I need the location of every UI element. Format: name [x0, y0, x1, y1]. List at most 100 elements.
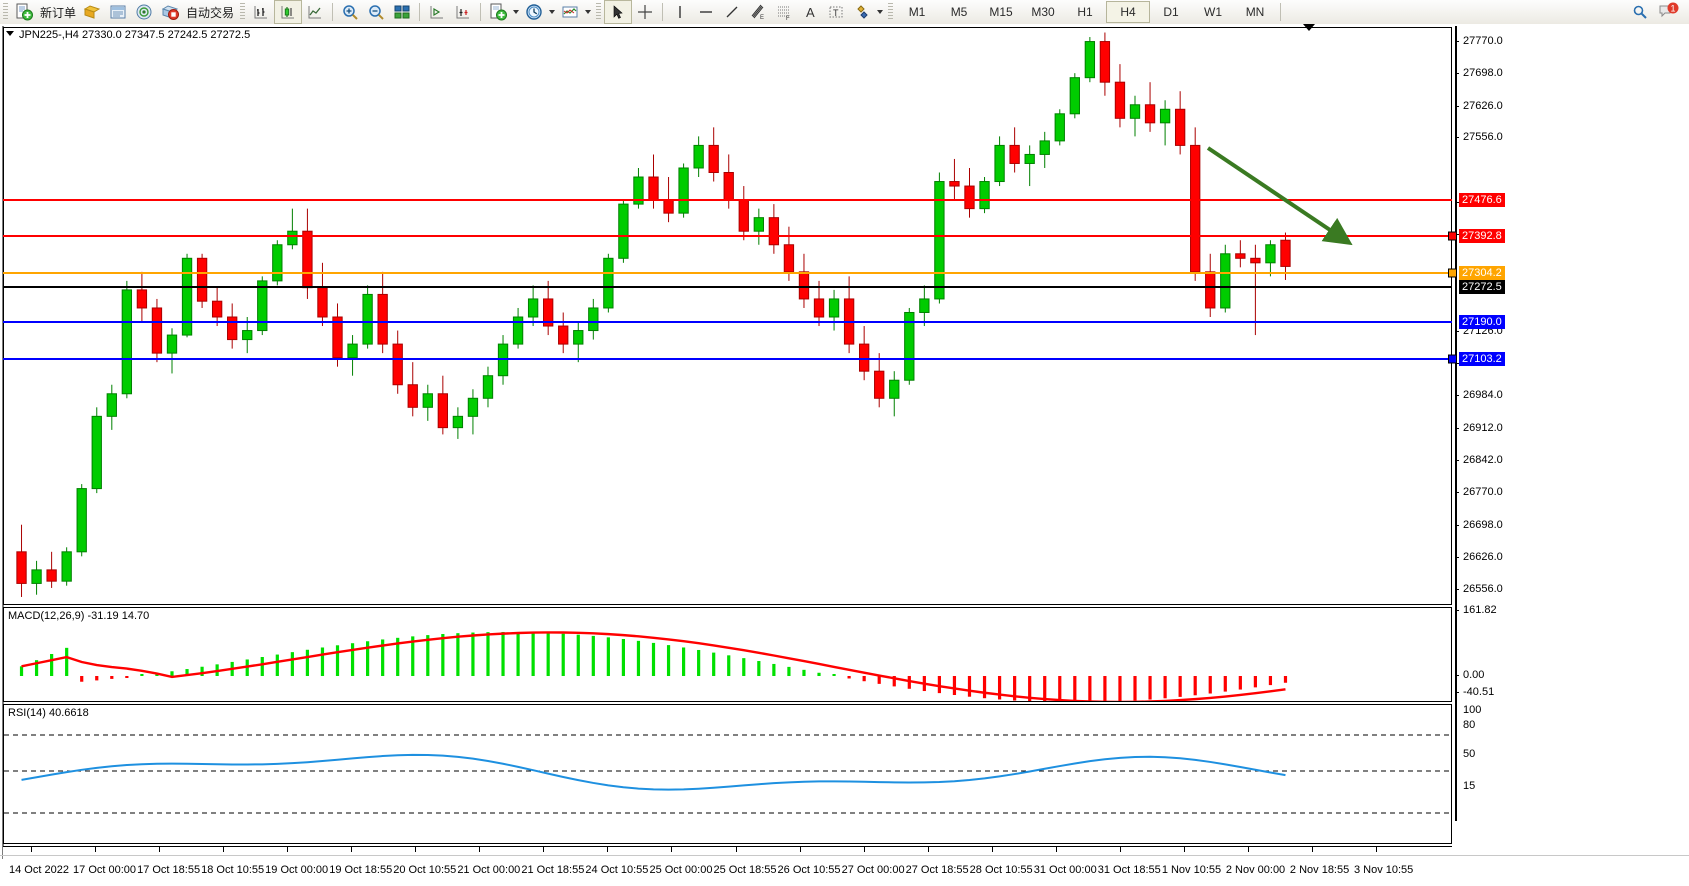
period-icon[interactable]	[521, 1, 547, 23]
horizontal-line-icon[interactable]	[693, 1, 719, 23]
toolbar-grip-2[interactable]	[240, 3, 246, 21]
new-chart-icon[interactable]	[485, 1, 511, 23]
time-axis-label: 19 Oct 18:55	[329, 864, 393, 876]
navigator-icon[interactable]	[131, 1, 157, 23]
price-axis[interactable]: 27770.027698.027626.027556.027412.027342…	[1455, 26, 1689, 826]
timeframe-m5[interactable]: M5	[950, 5, 968, 19]
time-axis-label: 3 Nov 10:55	[1353, 864, 1414, 876]
price-label-support-lower[interactable]: 27103.2	[1459, 352, 1505, 366]
crosshair-icon[interactable]	[632, 1, 658, 23]
trendline-icon[interactable]	[719, 1, 745, 23]
zoom-in-icon[interactable]	[337, 1, 363, 23]
down-trend-arrow[interactable]	[1200, 142, 1360, 252]
price-tick	[1455, 427, 1459, 429]
auto-trading-label[interactable]: 自动交易	[186, 5, 235, 20]
timeframe-w1[interactable]: W1	[1204, 5, 1223, 19]
price-tick	[1455, 557, 1459, 559]
alerts-icon[interactable]: 1	[1653, 1, 1683, 23]
level-line-resistance-upper[interactable]	[3, 199, 1452, 201]
timeframe-mn[interactable]: MN	[1245, 5, 1265, 19]
chevron-down-icon-indicators[interactable]	[583, 1, 593, 23]
cursor-icon[interactable]	[604, 0, 633, 24]
toolbar-grip-4[interactable]	[888, 3, 894, 21]
time-tick	[1375, 847, 1377, 852]
candlestick-chart-icon[interactable]	[274, 0, 303, 24]
level-line-pivot[interactable]	[3, 272, 1452, 274]
price-tick	[1455, 588, 1459, 590]
price-tick	[1455, 492, 1459, 494]
time-axis-label: 2 Nov 18:55	[1289, 864, 1350, 876]
autoscroll-icon[interactable]	[450, 1, 476, 23]
auto-trading-icon[interactable]	[157, 1, 183, 23]
chevron-down-icon-period[interactable]	[547, 1, 557, 23]
time-tick	[415, 847, 417, 852]
macd-pane[interactable]: MACD(12,26,9) -31.19 14.70	[3, 607, 1452, 702]
toolbar-separator-5	[1280, 3, 1282, 21]
chevron-down-icon-objects[interactable]	[875, 1, 885, 23]
price-label-pivot[interactable]: 27304.2	[1459, 266, 1505, 280]
timeframe-m30[interactable]: M30	[1031, 5, 1055, 19]
text-label-icon[interactable]: T	[823, 1, 849, 23]
time-tick	[1311, 847, 1313, 852]
bar-chart-icon[interactable]	[248, 1, 274, 23]
time-tick	[607, 847, 609, 852]
level-line-support-upper[interactable]	[3, 321, 1452, 323]
price-label-support-upper[interactable]: 27190.0	[1459, 315, 1505, 329]
level-handle-pivot[interactable]	[1448, 268, 1457, 278]
svg-text:A: A	[806, 5, 815, 20]
timeframe-h4[interactable]: H4	[1106, 1, 1151, 23]
vertical-line-icon[interactable]	[667, 1, 693, 23]
time-axis-label: 31 Oct 00:00	[1033, 864, 1097, 876]
objects-icon[interactable]	[849, 1, 875, 23]
price-label-resistance-lower[interactable]: 27392.8	[1459, 229, 1505, 243]
price-tick-label: 26842.0	[1463, 453, 1503, 466]
time-tick	[863, 847, 865, 852]
timeframe-d1[interactable]: D1	[1163, 5, 1179, 19]
chart-area[interactable]: JPN225-,H4 27330.0 27347.5 27242.5 27272…	[0, 24, 1689, 886]
market-watch-icon[interactable]	[105, 1, 131, 23]
fibonacci-icon[interactable]: F	[771, 1, 797, 23]
new-order-label[interactable]: 新订单	[40, 5, 77, 20]
timeframe-m15[interactable]: M15	[989, 5, 1013, 19]
chevron-down-icon-newchart[interactable]	[511, 1, 521, 23]
time-tick	[799, 847, 801, 852]
level-line-resistance-lower[interactable]	[3, 235, 1452, 237]
macd-tick	[1455, 692, 1459, 693]
price-label-resistance-upper[interactable]: 27476.6	[1459, 193, 1505, 207]
shift-end-icon[interactable]	[424, 1, 450, 23]
time-tick	[1183, 847, 1185, 852]
svg-text:F: F	[786, 16, 790, 21]
macd-tick-label: 161.82	[1463, 604, 1497, 616]
toolbar-grip[interactable]	[3, 3, 8, 21]
line-chart-icon[interactable]	[302, 1, 328, 23]
indicators-icon[interactable]	[557, 1, 583, 23]
toolbar-grip-3[interactable]	[596, 3, 602, 21]
text-icon[interactable]: A	[797, 1, 823, 23]
rsi-pane[interactable]: RSI(14) 40.6618	[3, 704, 1452, 844]
time-tick	[95, 847, 97, 852]
price-pane[interactable]	[3, 27, 1452, 605]
tile-windows-icon[interactable]	[389, 1, 415, 23]
timeframe-h1[interactable]: H1	[1077, 5, 1093, 19]
window-bottom-rule	[0, 855, 1689, 856]
price-label-current-price[interactable]: 27272.5	[1459, 280, 1505, 294]
symbol-ohlc-label: JPN225-,H4 27330.0 27347.5 27242.5 27272…	[6, 29, 250, 41]
time-axis-label: 28 Oct 10:55	[969, 864, 1033, 876]
search-icon[interactable]	[1627, 1, 1653, 23]
timeframe-m1[interactable]: M1	[908, 5, 926, 19]
level-handle-support-lower[interactable]	[1448, 354, 1457, 364]
equidistant-channel-icon[interactable]: E	[745, 1, 771, 23]
profiles-icon[interactable]	[79, 1, 105, 23]
zoom-out-icon[interactable]	[363, 1, 389, 23]
time-tick	[1119, 847, 1121, 852]
collapse-caret-icon[interactable]	[6, 31, 14, 36]
level-handle-resistance-lower[interactable]	[1448, 231, 1457, 241]
level-line-support-lower[interactable]	[3, 358, 1452, 360]
time-axis-label: 17 Oct 00:00	[73, 864, 137, 876]
macd-tick	[1455, 675, 1459, 676]
new-order-icon[interactable]	[11, 1, 37, 23]
level-line-current-price[interactable]	[3, 286, 1452, 288]
alert-badge-count: 1	[1670, 4, 1675, 14]
time-axis-label: 25 Oct 18:55	[713, 864, 777, 876]
symbol-ohlc-text: JPN225-,H4 27330.0 27347.5 27242.5 27272…	[19, 29, 251, 41]
